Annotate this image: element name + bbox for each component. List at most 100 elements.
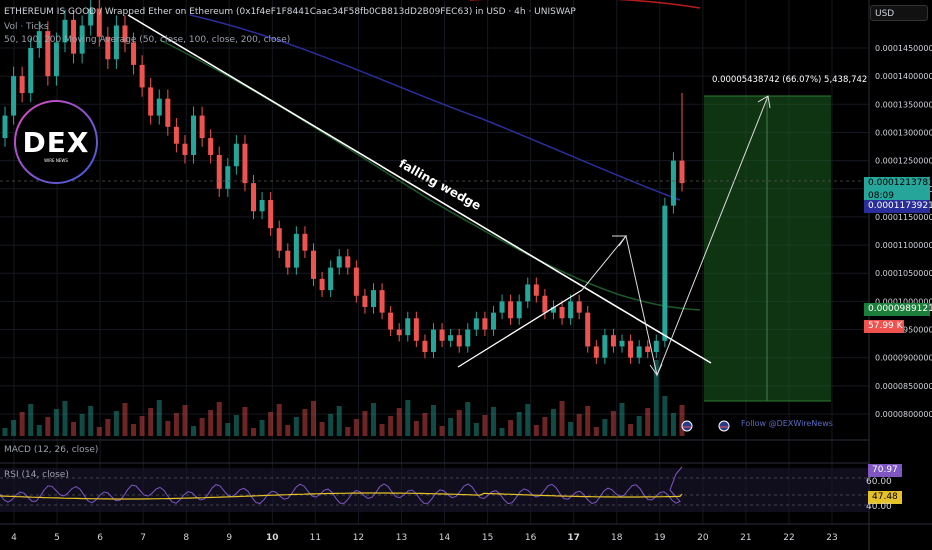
candle-body (71, 19, 77, 54)
volume-bar (405, 400, 411, 436)
candle-body (45, 31, 51, 77)
volume-bar (516, 412, 522, 436)
candle-body (362, 295, 368, 308)
volume-bar (242, 407, 248, 436)
volume-bar (550, 409, 556, 436)
candle-body (208, 138, 214, 155)
candle-body (88, 8, 94, 26)
time-tick-label: 18 (611, 533, 623, 543)
volume-bar (465, 402, 471, 436)
ma100-tag: 0.00011739214 (864, 200, 932, 213)
logo-subtext: WIRE NEWS (44, 158, 68, 163)
candle-body (122, 25, 128, 43)
time-tick-label: 20 (697, 533, 709, 543)
candle-body (259, 200, 265, 212)
candle-body (413, 318, 419, 341)
candle-body (422, 340, 428, 353)
volume-bar (53, 409, 59, 436)
volume-bar (45, 417, 51, 436)
volume-indicator-label[interactable]: Vol · Ticks (4, 22, 49, 32)
candle-body (490, 312, 496, 330)
candle-body (276, 228, 282, 251)
time-tick-label: 7 (140, 533, 146, 543)
candle-body (251, 183, 257, 212)
rsi-indicator-label[interactable]: RSI (14, close) (4, 470, 69, 480)
candle-body (653, 340, 659, 353)
volume-bar (430, 405, 436, 436)
candle-body (53, 42, 59, 77)
time-tick-label: 13 (396, 533, 407, 543)
candle-body (173, 126, 179, 144)
follow-text[interactable]: Follow @DEXWireNews (741, 419, 833, 428)
volume-bar (311, 401, 317, 436)
last-price-tag: 0.00012137838 (864, 177, 932, 190)
volume-bar (28, 404, 34, 436)
candle-body (662, 205, 668, 341)
time-tick-label: 16 (525, 533, 537, 543)
candle-body (430, 329, 436, 353)
candle-body (533, 284, 539, 296)
volume-bar (36, 425, 42, 436)
volume-bar (379, 424, 385, 436)
time-tick-label: 9 (226, 533, 232, 543)
volume-bar (559, 401, 565, 436)
volume-bar (413, 421, 419, 436)
candle-body (105, 36, 111, 60)
volume-bar (370, 403, 376, 436)
volume-bar (302, 409, 308, 436)
candle-body (465, 329, 471, 347)
volume-bar (88, 406, 94, 436)
volume-bar (602, 419, 608, 436)
candle-body (2, 115, 8, 139)
time-axis[interactable]: 4 5 6 7 8 9 10 11 12 13 14 15 16 17 18 19 20 21 22 23 (11, 533, 838, 543)
volume-bar (679, 405, 685, 436)
volume-bar (362, 411, 368, 436)
volume-bar (593, 427, 599, 436)
logo-text: DEX (23, 126, 90, 159)
volume-bar (139, 416, 145, 436)
candle-body (216, 154, 222, 189)
time-tick-label: 23 (826, 533, 837, 543)
volume-bar (216, 402, 222, 436)
rsi-level-40: 40.00 (866, 502, 892, 512)
volume-bar (156, 400, 162, 436)
wedge-lower-line[interactable] (457, 289, 583, 368)
candles (2, 0, 685, 364)
macd-indicator-label[interactable]: MACD (12, 26, close) (4, 445, 99, 455)
wedge-upper-line[interactable] (127, 14, 712, 364)
time-tick-label: 12 (353, 533, 364, 543)
volume-bar (388, 416, 394, 436)
volume-bar (131, 424, 137, 436)
candle-body (319, 278, 325, 291)
volume-bar (191, 426, 197, 436)
ma100-line (189, 14, 681, 201)
volume-bar (148, 408, 154, 436)
candle-body (645, 346, 651, 353)
time-tick-label: 8 (183, 533, 189, 543)
projection-path[interactable] (581, 95, 769, 377)
candle-body (670, 160, 676, 206)
volume-bar (448, 418, 454, 436)
candle-body (628, 340, 634, 358)
volume-bar (482, 415, 488, 436)
candle-body (542, 295, 548, 313)
volume-bar (473, 423, 479, 436)
volume-bar (96, 427, 102, 436)
target-label: 0.00005438742 (66.07%) 5,438,742 (712, 75, 867, 85)
rsi-level-60: 60.00 (866, 477, 892, 487)
currency-button[interactable]: USD (870, 5, 928, 21)
ma-indicator-label[interactable]: 50, 100, 200 Moving Average (50, close, … (4, 35, 291, 45)
volume-tag: 57.99 K (864, 320, 904, 333)
chart-title: ETHEREUM IS GOOD / Wrapped Ether on Ethe… (4, 7, 576, 17)
candle-body (568, 301, 574, 319)
time-tick-label: 10 (266, 533, 279, 543)
candle-body (242, 143, 248, 184)
candle-body (191, 115, 197, 155)
volume-bar (251, 428, 257, 436)
candle-body (11, 76, 17, 116)
